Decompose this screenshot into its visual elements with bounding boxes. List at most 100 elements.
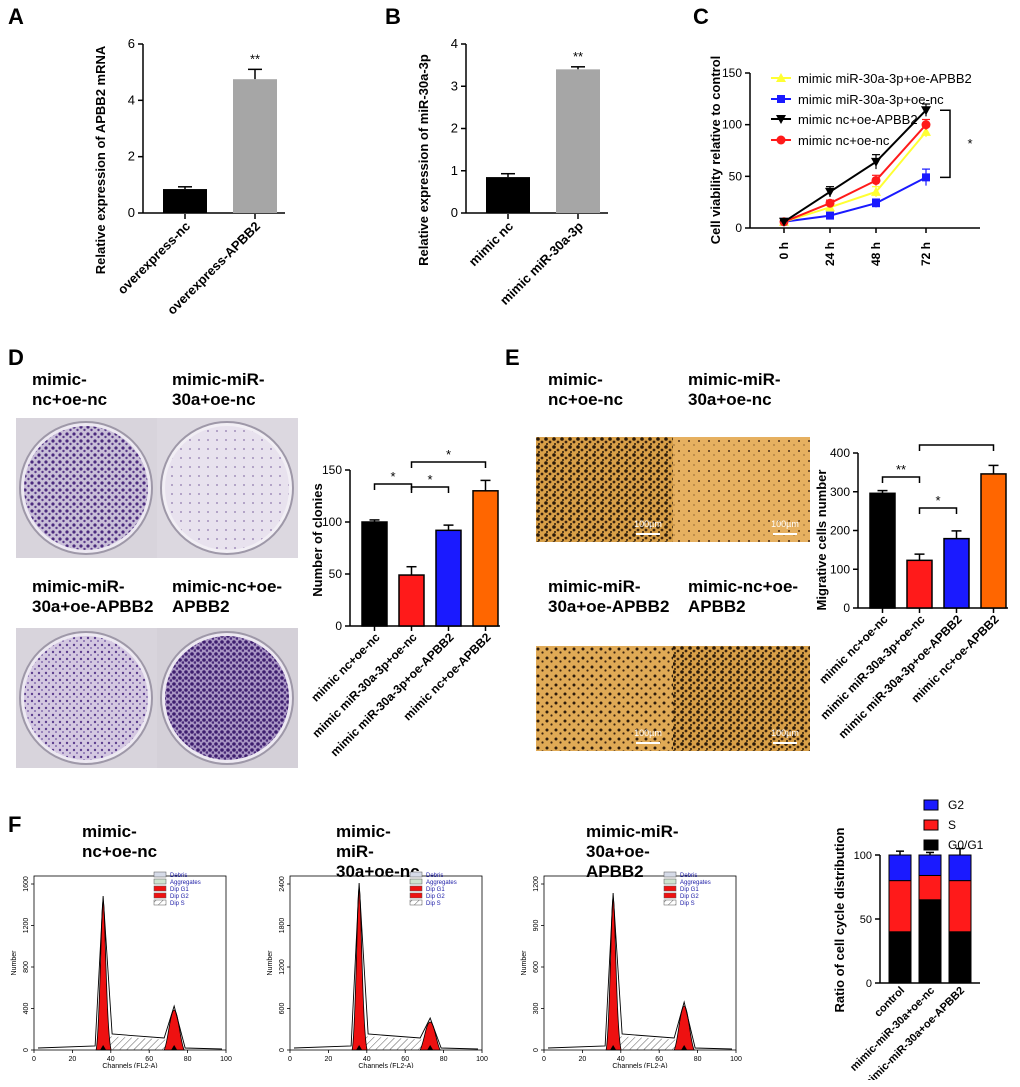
chart-c-ylabel: Cell viability relative to control — [708, 56, 723, 245]
point-mimic-nc-oe-nc — [825, 198, 835, 208]
bar-overexpress-apbb2 — [233, 79, 277, 213]
peak-marker — [610, 1045, 617, 1050]
x-tick-label: 72 h — [919, 242, 933, 266]
y-tick-label: 4 — [128, 92, 135, 107]
e-label-1: mimic-nc+oe-nc — [548, 370, 624, 409]
flow-legend-label: Aggregates — [426, 880, 457, 886]
point-mimic-nc-oe-nc — [871, 175, 881, 185]
panel-letter-b: B — [385, 4, 401, 29]
chart-b-ylabel: Relative expression of miR-30a-3p — [416, 54, 431, 266]
y-tick-label: 0 — [866, 978, 872, 990]
flow-histogram-3: 0 300 600 900 1200 0 20 40 60 80 100 Channels (FL2-… — [521, 871, 742, 1068]
bar-segment-g0-g1 — [948, 931, 972, 984]
flow-legend-label: Dip S — [170, 901, 185, 907]
dip-g2-peak — [419, 1021, 441, 1051]
y-axis-label: Number — [521, 950, 528, 976]
y-tick-label: 200 — [830, 524, 850, 538]
flow-legend-label: Dip G2 — [426, 894, 445, 900]
y-tick-label: 2400 — [279, 876, 286, 892]
dip-s-region — [103, 1036, 175, 1050]
x-tick-label: 40 — [617, 1056, 625, 1063]
bar-mimic-mir-30a-3p-oe-apbb2 — [943, 537, 970, 609]
histogram-envelope — [293, 882, 479, 1050]
point-mimic-mir-30a-3p-oe-nc — [872, 199, 880, 208]
point-mimic-nc-oe-apbb2 — [825, 187, 835, 197]
y-tick-label: 50 — [729, 169, 743, 183]
dip-s-region — [613, 1036, 685, 1050]
panel-letter-e: E — [505, 345, 520, 370]
chart-a: Relative expression of APBB2 mRNA 0 2 4 6 ov… — [93, 36, 285, 318]
y-tick-label: 600 — [279, 1003, 286, 1015]
flow-legend-swatch — [663, 885, 677, 892]
micro-image — [536, 646, 673, 751]
significance-bracket — [918, 507, 958, 514]
bar-segment-g2 — [948, 854, 972, 882]
y-tick-label: 600 — [533, 961, 540, 973]
y-tick-label: 900 — [533, 920, 540, 932]
x-axis-label: Channels (FL2-A) — [358, 1063, 413, 1068]
bar-overexpress-nc — [163, 189, 207, 213]
bar-segment-s — [918, 874, 942, 901]
y-tick-label: 1200 — [279, 959, 286, 975]
y-axis-label: Number — [267, 950, 274, 976]
chart-c: Cell viability relative to control 0 50 10… — [708, 56, 980, 266]
plate-colonies — [24, 636, 148, 760]
scale-bar-label: 100µm — [771, 728, 799, 738]
chart-e-ylabel: Migrative cells number — [814, 470, 829, 611]
flow-histogram-2: 0 600 1200 1800 2400 0 20 40 60 80 100 Channels (FL… — [267, 871, 488, 1068]
x-tick-label: 60 — [401, 1056, 409, 1063]
panel-letter-d: D — [8, 345, 24, 370]
x-tick-label: 20 — [325, 1056, 333, 1063]
legend-swatch — [923, 819, 939, 831]
peak-marker — [100, 1045, 107, 1050]
legend-swatch — [923, 799, 939, 811]
legend-label-mimic-nc-oe-apbb2: mimic nc+oe-APBB2 — [798, 112, 918, 127]
x-tick-label: overexpress-nc — [115, 219, 194, 298]
scale-bar-label: 100µm — [634, 728, 662, 738]
point-mimic-mir-30a-3p-oe-nc — [922, 173, 930, 182]
chart-d-ylabel: Number of clonies — [310, 483, 325, 596]
flow-legend-swatch — [153, 892, 167, 899]
y-tick-label: 0 — [335, 619, 342, 633]
y-tick-label: 300 — [533, 1003, 540, 1015]
y-tick-label: 0 — [23, 1048, 30, 1052]
significance-bracket — [410, 461, 487, 468]
scale-bar-label: 100µm — [771, 519, 799, 529]
point-mimic-nc-oe-apbb2 — [921, 106, 931, 116]
y-tick-label: 1200 — [23, 918, 30, 934]
x-tick-label: 80 — [184, 1056, 192, 1063]
chart-f: Ratio of cell cycle distribution 050100c… — [832, 798, 984, 1080]
chart-f-ylabel: Ratio of cell cycle distribution — [832, 827, 847, 1012]
x-tick-label: 0 — [542, 1056, 546, 1063]
bar-segment-s — [948, 880, 972, 933]
y-tick-label: 100 — [830, 562, 850, 576]
y-tick-label: 400 — [830, 446, 850, 460]
d-label-3: mimic-miR- 30a+oe-APBB2 — [32, 577, 154, 616]
legend-label-mimic-mir-30a-3p-oe-apbb2: mimic miR-30a-3p+oe-APBB2 — [798, 71, 972, 86]
flow-legend-swatch — [663, 899, 677, 906]
y-tick-label: 0 — [533, 1048, 540, 1052]
bar-segment-g0-g1 — [918, 899, 942, 984]
peak-marker — [356, 1045, 363, 1050]
point-mimic-nc-oe-apbb2 — [779, 217, 789, 227]
x-tick-label: 20 — [579, 1056, 587, 1063]
significance-bracket — [410, 486, 450, 493]
e-micro-row-top: 100µm 100µm — [536, 437, 810, 542]
y-tick-label: 1 — [451, 163, 458, 178]
peak-marker — [681, 1045, 688, 1050]
x-tick-label: 100 — [220, 1056, 232, 1063]
dip-s-region — [359, 1036, 431, 1050]
y-tick-label: 6 — [128, 36, 135, 51]
chart-b: Relative expression of miR-30a-3p 0 1 2 3 4 m… — [416, 36, 608, 308]
x-axis-label: Channels (FL2-A) — [612, 1063, 667, 1068]
legend-label-mimic-mir-30a-3p-oe-nc: mimic miR-30a-3p+oe-nc — [798, 92, 944, 107]
f-label-2: mimic-miR- 30a+oe-nc — [336, 822, 420, 881]
x-tick-label: 20 — [69, 1056, 77, 1063]
significance-label: ** — [573, 49, 583, 64]
flow-legend-label: Aggregates — [170, 880, 201, 886]
flow-legend-swatch — [409, 885, 423, 892]
x-tick-label: 48 h — [869, 242, 883, 266]
e-label-2: mimic-miR- 30a+oe-nc — [688, 370, 781, 409]
significance-label: * — [427, 472, 432, 487]
plate-colonies — [165, 426, 289, 550]
